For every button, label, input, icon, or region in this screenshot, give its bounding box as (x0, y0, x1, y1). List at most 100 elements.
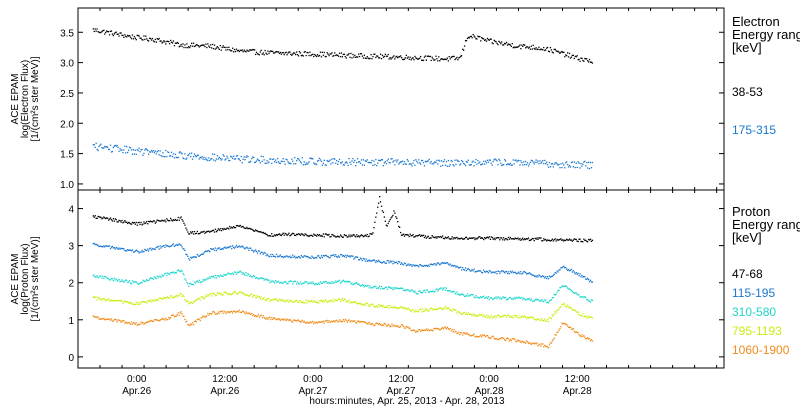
data-point (421, 292, 424, 294)
data-point (541, 48, 543, 51)
data-point (496, 42, 498, 44)
data-point (453, 309, 455, 311)
data-point (342, 164, 344, 166)
data-point (259, 231, 261, 233)
data-point (127, 34, 129, 37)
data-point (435, 289, 437, 291)
data-point (447, 290, 449, 292)
data-point (301, 233, 303, 235)
data-point (291, 321, 293, 323)
data-point (236, 224, 239, 227)
proton-legend-entry: 115-195 (732, 286, 775, 300)
data-point (223, 247, 225, 249)
data-point (138, 147, 140, 149)
data-point (231, 248, 233, 250)
data-point (256, 158, 259, 160)
data-point (552, 338, 554, 341)
data-point (465, 295, 468, 297)
data-point (301, 54, 303, 56)
data-point (101, 277, 103, 279)
proton-legend-entry: 1060-1900 (732, 343, 790, 357)
data-point (428, 330, 430, 332)
electron-legend-entry: 175-315 (732, 123, 776, 137)
data-point (323, 322, 325, 324)
data-point (560, 163, 562, 165)
data-point (589, 316, 592, 318)
data-point (538, 274, 540, 276)
data-point (413, 329, 415, 331)
data-point (265, 255, 267, 257)
data-point (442, 287, 445, 290)
data-point (576, 331, 578, 333)
data-point (120, 321, 122, 323)
data-point (192, 42, 195, 44)
data-point (118, 300, 120, 302)
data-point (189, 324, 191, 327)
proton-legend-entry: 795-1193 (732, 324, 782, 338)
data-point (584, 160, 586, 162)
data-point (548, 300, 551, 302)
data-point (207, 250, 209, 252)
data-point (290, 280, 292, 282)
data-point (346, 236, 348, 238)
data-point (368, 58, 370, 60)
data-point (421, 159, 423, 162)
data-point (248, 50, 250, 52)
data-point (487, 39, 490, 41)
data-point (383, 306, 385, 309)
data-point (244, 227, 246, 229)
data-point (340, 235, 343, 237)
data-point (534, 275, 536, 277)
data-point (481, 296, 483, 298)
data-point (553, 48, 555, 51)
data-point (114, 248, 116, 250)
data-point (181, 246, 183, 248)
data-point (255, 250, 258, 253)
data-point (339, 56, 342, 58)
data-point (190, 231, 192, 233)
data-point (525, 160, 527, 163)
data-point (179, 45, 181, 47)
data-point (176, 296, 178, 298)
data-point (525, 238, 528, 240)
data-point (589, 279, 592, 281)
data-point (404, 163, 406, 165)
data-point (220, 248, 222, 250)
data-point (459, 238, 461, 240)
data-point (175, 219, 177, 222)
data-point (446, 326, 448, 328)
data-point (493, 337, 495, 339)
x-tick-time-label: 12:00 (212, 374, 237, 385)
data-point (271, 281, 273, 283)
data-point (169, 246, 171, 248)
data-point (311, 299, 313, 302)
data-point (432, 236, 434, 238)
data-point (131, 280, 134, 282)
data-point (342, 236, 344, 238)
data-point (363, 235, 365, 237)
data-point (476, 335, 478, 337)
data-point (158, 248, 160, 250)
data-point (467, 333, 469, 336)
data-point (132, 38, 135, 40)
data-point (378, 159, 380, 161)
data-point (409, 309, 411, 312)
data-point (428, 55, 430, 58)
data-point (571, 328, 573, 330)
data-point (463, 162, 465, 165)
data-point (477, 35, 479, 37)
data-point (491, 42, 493, 44)
data-point (92, 274, 94, 276)
data-point (316, 301, 318, 303)
data-point (267, 50, 269, 52)
data-point (546, 239, 549, 241)
data-point (119, 280, 121, 283)
data-point (120, 32, 122, 34)
data-point (563, 265, 565, 267)
x-tick-time-label: 0:00 (303, 374, 323, 385)
data-point (511, 238, 513, 240)
data-point (299, 52, 302, 54)
data-point (332, 55, 334, 57)
data-point (287, 233, 289, 236)
data-point (437, 290, 439, 292)
